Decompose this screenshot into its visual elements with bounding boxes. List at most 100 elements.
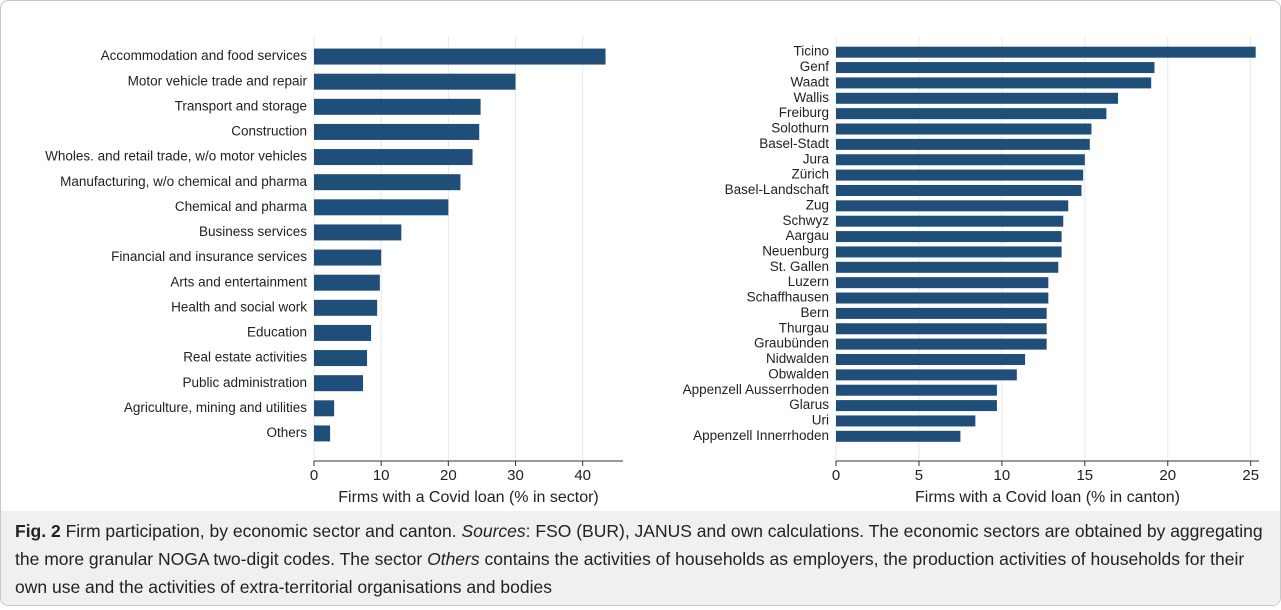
bar	[836, 77, 1152, 89]
bar	[836, 369, 1017, 381]
bar	[836, 323, 1047, 335]
y-tick-label: Financial and insurance services	[111, 249, 307, 264]
y-tick-label: Basel-Stadt	[759, 136, 829, 151]
x-tick-label: 20	[440, 467, 457, 484]
y-tick-label: Motor vehicle trade and repair	[128, 73, 308, 88]
y-tick-label: Bern	[800, 305, 829, 320]
y-tick-label: Luzern	[788, 274, 829, 289]
y-tick-label: Business services	[199, 224, 307, 239]
bar	[836, 138, 1090, 150]
bar	[836, 400, 997, 412]
bar	[836, 353, 1026, 365]
y-tick-label: Appenzell Ausserrhoden	[683, 382, 829, 397]
bar	[314, 375, 364, 392]
y-tick-label: Appenzell Innerrhoden	[693, 428, 829, 443]
bar	[314, 299, 378, 316]
y-tick-label: Schaffhausen	[747, 290, 829, 305]
y-tick-label: Agriculture, mining and utilities	[124, 400, 307, 415]
caption-text: Firm participation, by economic sector a…	[60, 521, 462, 541]
y-tick-label: Arts and entertainment	[170, 274, 307, 289]
y-tick-label: Transport and storage	[175, 98, 307, 113]
bar	[836, 200, 1069, 212]
x-tick-label: 25	[1242, 467, 1259, 484]
bar	[836, 92, 1118, 104]
y-tick-label: Health and social work	[171, 299, 307, 314]
bar	[836, 215, 1064, 227]
y-tick-label: Accommodation and food services	[101, 48, 308, 63]
bar	[314, 224, 402, 241]
y-tick-label: Neuenburg	[762, 243, 829, 258]
y-tick-label: Freiburg	[779, 105, 829, 120]
bar	[314, 199, 449, 216]
bar	[836, 384, 997, 396]
bar	[836, 108, 1107, 120]
y-tick-label: Public administration	[182, 375, 307, 390]
y-tick-label: Wallis	[794, 90, 830, 105]
y-tick-label: Ticino	[793, 44, 829, 59]
bar	[836, 154, 1085, 166]
bar	[836, 46, 1256, 58]
y-tick-label: Glarus	[789, 397, 829, 412]
bar	[314, 249, 382, 266]
x-tick-label: 0	[832, 467, 840, 484]
bar	[314, 123, 480, 140]
y-tick-label: Chemical and pharma	[175, 199, 308, 214]
caption: Fig. 2 Firm participation, by economic s…	[1, 511, 1280, 605]
y-tick-label: St. Gallen	[770, 259, 829, 274]
y-tick-label: Education	[247, 325, 307, 340]
y-tick-label: Wholes. and retail trade, w/o motor vehi…	[45, 149, 307, 164]
bar	[836, 231, 1062, 243]
bar	[314, 425, 331, 442]
y-tick-label: Construction	[231, 124, 307, 139]
charts: 0 10 20 30 40 Firms with a Covid loan (% in s…	[45, 36, 1259, 506]
x-tick-label: 10	[994, 467, 1011, 484]
bar	[836, 292, 1049, 304]
bar	[314, 48, 606, 65]
x-tick-label: 15	[1076, 467, 1093, 484]
bar	[836, 307, 1047, 319]
y-tick-label: Obwalden	[768, 366, 829, 381]
caption-text: Fig. 2	[15, 521, 61, 541]
bar	[836, 62, 1155, 74]
x-tick-label: 5	[915, 467, 923, 484]
bar	[314, 98, 481, 115]
y-tick-label: Manufacturing, w/o chemical and pharma	[60, 174, 307, 189]
caption-text: Others	[427, 549, 480, 569]
y-tick-label: Genf	[800, 59, 830, 74]
bar	[836, 277, 1049, 289]
y-tick-label: Waadt	[790, 74, 829, 89]
bar	[836, 169, 1084, 181]
y-tick-label: Thurgau	[779, 320, 829, 335]
y-tick-label: Uri	[812, 413, 829, 428]
y-tick-label: Nidwalden	[766, 351, 829, 366]
x-tick-label: 10	[373, 467, 390, 484]
x-tick-label: 30	[507, 467, 524, 484]
x-axis-title: Firms with a Covid loan (% in sector)	[338, 489, 599, 506]
bar	[836, 184, 1082, 196]
bar	[314, 174, 461, 191]
caption-text: contains the activities of households as…	[15, 549, 1245, 597]
x-tick-label: 0	[310, 467, 318, 484]
bar	[314, 274, 380, 291]
y-tick-label: Others	[266, 425, 307, 440]
x-tick-label: 40	[574, 467, 591, 484]
bar	[836, 246, 1062, 258]
y-tick-label: Basel-Landschaft	[725, 182, 830, 197]
y-tick-label: Zürich	[791, 167, 829, 182]
y-tick-label: Graubünden	[754, 336, 829, 351]
x-axis-title: Firms with a Covid loan (% in canton)	[915, 489, 1180, 506]
y-tick-label: Jura	[803, 151, 830, 166]
bar	[314, 324, 372, 341]
y-tick-label: Schwyz	[782, 213, 829, 228]
y-tick-label: Aargau	[785, 228, 829, 243]
y-tick-label: Real estate activities	[183, 350, 307, 365]
bar	[314, 149, 473, 166]
bar	[836, 415, 976, 427]
y-tick-label: Zug	[806, 197, 829, 212]
bar	[314, 400, 335, 417]
bar	[314, 350, 368, 367]
x-tick-label: 20	[1159, 467, 1176, 484]
bar	[314, 73, 516, 90]
caption-text: Sources	[461, 521, 526, 541]
